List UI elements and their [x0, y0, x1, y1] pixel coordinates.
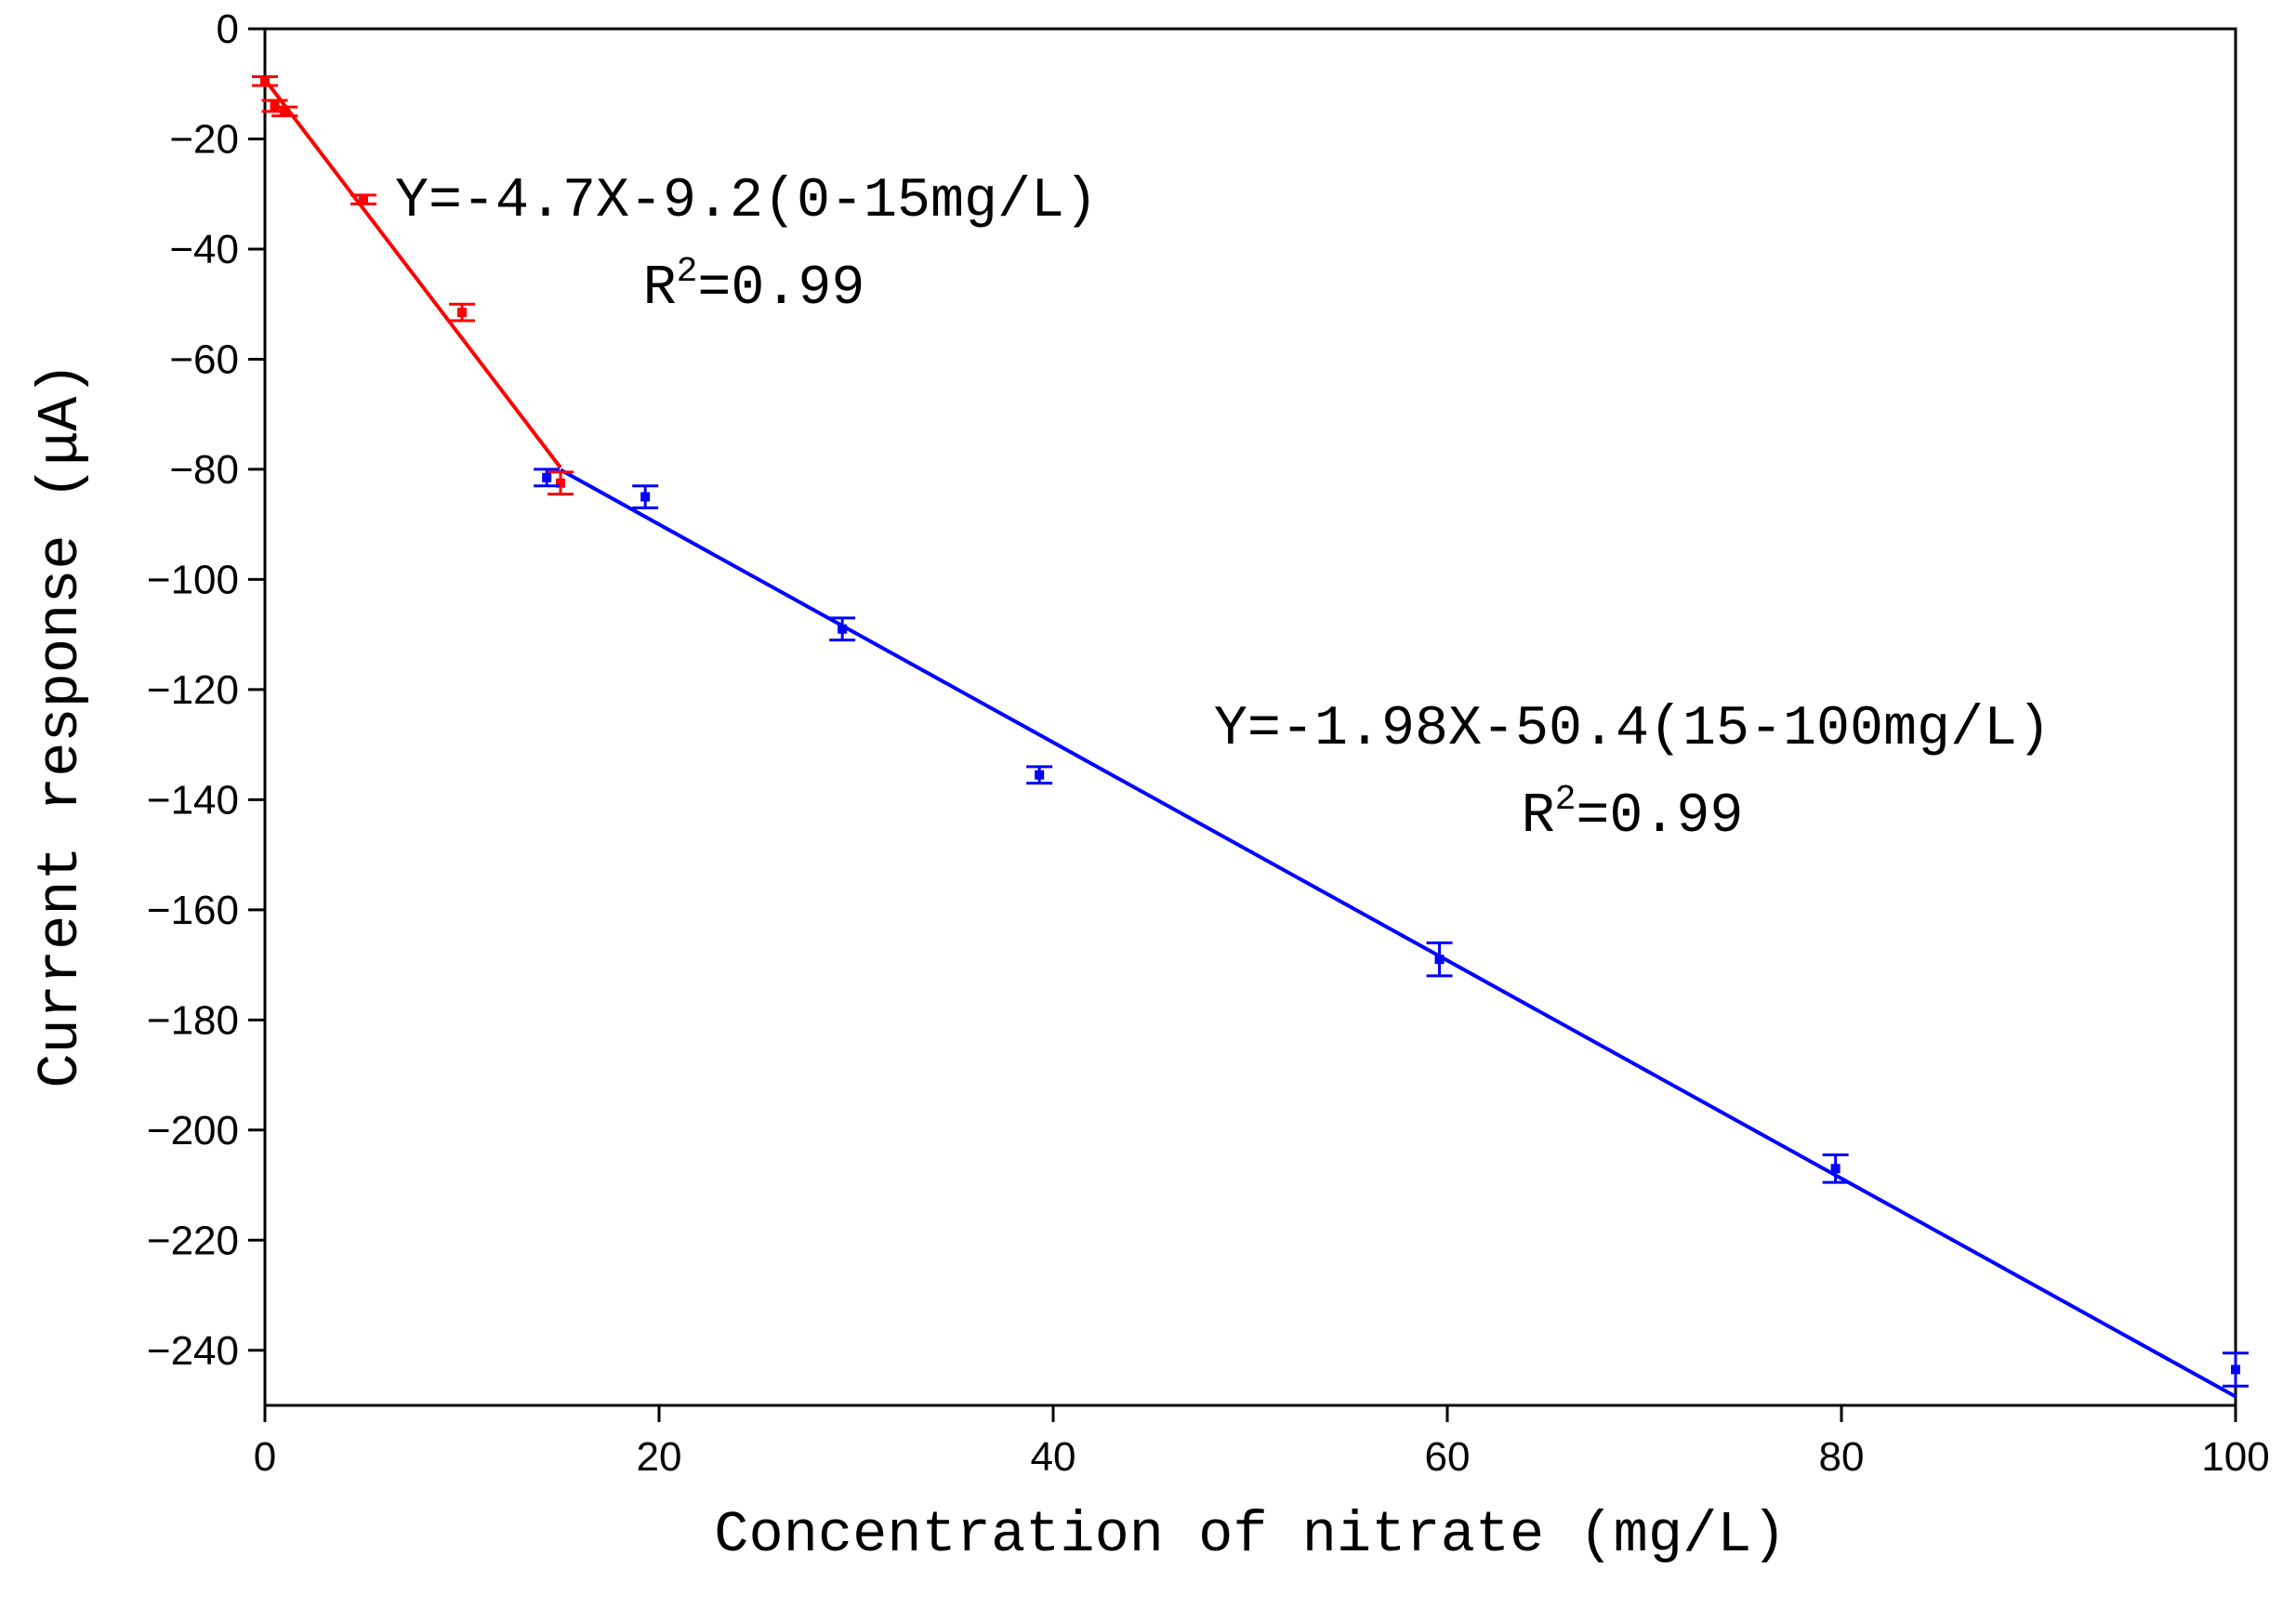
- y-tick-label: −200: [147, 1108, 239, 1153]
- r2-part: R: [643, 257, 677, 321]
- equation: Y=-1.98X-50.4(15-100mg/L): [1214, 698, 2051, 761]
- plot-frame: [263, 27, 2237, 1407]
- y-tick-label: −120: [147, 667, 239, 713]
- y-tick-label: −140: [147, 777, 239, 823]
- x-tick-label: 60: [1425, 1434, 1471, 1480]
- r2-sup: 2: [677, 252, 698, 292]
- y-tick-label: −160: [147, 888, 239, 933]
- y-tick-label: −180: [147, 997, 239, 1043]
- point: [838, 624, 848, 634]
- point: [457, 308, 467, 318]
- y-tick-label: −20: [169, 116, 239, 162]
- x-tick-label: 0: [254, 1434, 276, 1480]
- point: [1434, 955, 1445, 965]
- y-tick-label: −100: [147, 557, 239, 602]
- y-tick-label: −80: [169, 447, 239, 493]
- r2-part: R: [1522, 785, 1555, 849]
- fit-line: [263, 78, 562, 469]
- point: [1830, 1164, 1841, 1174]
- point: [359, 194, 368, 204]
- r2-sup: 2: [1555, 780, 1577, 820]
- y-tick-label: −40: [169, 227, 239, 272]
- y-axis-title: Current response (μA): [28, 362, 94, 1087]
- point: [640, 492, 651, 502]
- r-squared: R2=0.99: [1522, 780, 1744, 849]
- x-tick-label: 80: [1819, 1434, 1865, 1480]
- y-tick-label: −240: [147, 1328, 239, 1374]
- fit-line: [560, 468, 2237, 1399]
- point: [542, 472, 552, 482]
- r-squared: R2=0.99: [643, 252, 865, 321]
- point: [556, 478, 565, 488]
- y-tick-label: 0: [217, 7, 239, 52]
- x-tick-label: 20: [637, 1434, 682, 1480]
- x-axis-title: Concentration of nitrate (mg/L): [714, 1502, 1786, 1568]
- x-tick-label: 40: [1031, 1434, 1076, 1480]
- point: [1035, 770, 1045, 780]
- equation: Y=-4.7X-9.2(0-15mg/L): [395, 170, 1098, 233]
- x-tick-label: 100: [2201, 1434, 2269, 1480]
- r2-part: =0.99: [697, 257, 864, 321]
- y-tick-label: −60: [169, 336, 239, 382]
- point: [280, 106, 290, 116]
- point: [260, 76, 270, 86]
- y-tick-label: −220: [147, 1218, 239, 1263]
- r2-part: =0.99: [1576, 785, 1743, 849]
- point: [2231, 1364, 2240, 1375]
